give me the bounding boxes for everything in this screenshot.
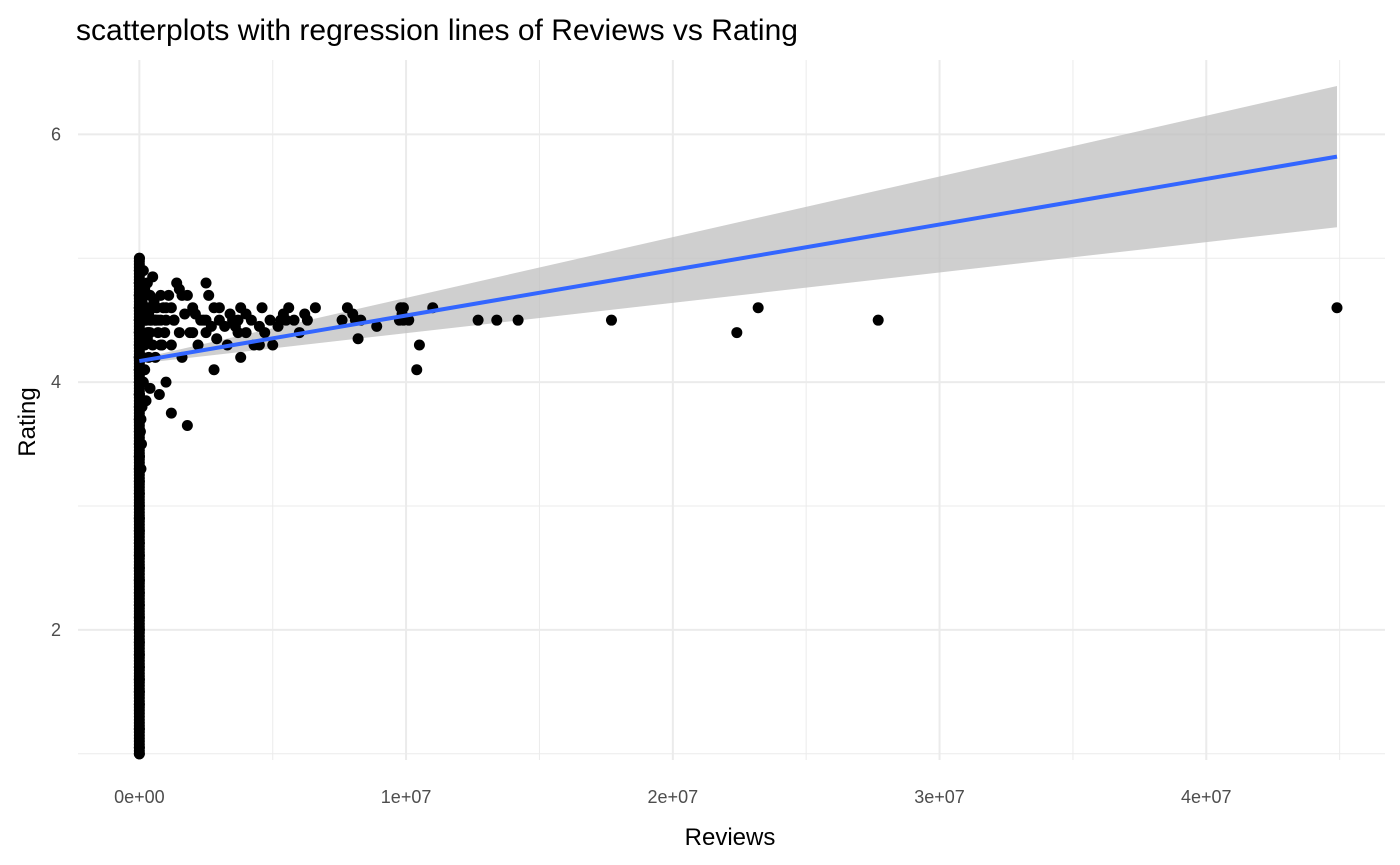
data-point (200, 314, 212, 326)
data-point (371, 320, 383, 332)
data-point (235, 302, 247, 314)
data-point (309, 302, 321, 314)
regression-line (139, 154, 1338, 364)
data-point (173, 327, 185, 339)
data-point (152, 314, 164, 326)
data-point (211, 333, 223, 345)
data-point (213, 302, 225, 314)
data-point (411, 364, 423, 376)
x-tick-label: 1e+07 (381, 787, 432, 807)
data-point (288, 314, 300, 326)
chart-title: scatterplots with regression lines of Re… (76, 14, 798, 47)
data-point (264, 314, 276, 326)
data-point (165, 407, 177, 419)
x-axis-title: Reviews (685, 824, 776, 851)
data-point (203, 289, 215, 301)
data-point (352, 333, 364, 345)
confidence-band-group (139, 86, 1337, 364)
data-point (752, 302, 764, 314)
data-point (163, 289, 175, 301)
data-point (512, 314, 524, 326)
data-point (240, 327, 252, 339)
tick-labels: 0e+00 1e+07 2e+07 3e+07 4e+07 2 4 6 (51, 124, 1232, 807)
data-point (147, 302, 159, 314)
data-point (187, 302, 199, 314)
data-point (472, 314, 484, 326)
data-point (491, 314, 503, 326)
data-point (272, 320, 284, 332)
data-point (336, 314, 348, 326)
data-point (153, 389, 165, 401)
data-point (872, 314, 884, 326)
data-point (181, 419, 193, 431)
data-point (176, 289, 188, 301)
data-point (208, 364, 220, 376)
data-point (192, 339, 204, 351)
y-tick-label: 4 (51, 372, 61, 392)
data-point (253, 320, 265, 332)
data-point (413, 339, 425, 351)
data-point (299, 308, 311, 320)
data-point (256, 302, 268, 314)
y-tick-label: 2 (51, 620, 61, 640)
data-point (200, 327, 212, 339)
data-point (165, 339, 177, 351)
data-point (235, 351, 247, 363)
data-point (160, 302, 172, 314)
data-point (227, 314, 239, 326)
confidence-band (139, 86, 1337, 364)
data-point (731, 327, 743, 339)
data-point (213, 314, 225, 326)
y-tick-label: 6 (51, 124, 61, 144)
data-point (267, 339, 279, 351)
data-point (1331, 302, 1343, 314)
data-point (341, 302, 353, 314)
data-point (605, 314, 617, 326)
data-points (133, 252, 1343, 760)
x-tick-label: 4e+07 (1181, 787, 1232, 807)
data-point (187, 327, 199, 339)
data-point (168, 314, 180, 326)
data-point (155, 339, 167, 351)
regression-line-group (139, 154, 1338, 364)
data-point (152, 327, 164, 339)
data-point (133, 255, 145, 267)
data-point (160, 376, 172, 388)
x-tick-label: 3e+07 (914, 787, 965, 807)
data-point (200, 277, 212, 289)
y-axis-title: Rating (14, 387, 41, 456)
data-point (395, 302, 407, 314)
data-point (179, 308, 191, 320)
x-tick-label: 0e+00 (114, 787, 165, 807)
data-point (171, 277, 183, 289)
x-tick-label: 2e+07 (648, 787, 699, 807)
data-point (144, 314, 156, 326)
